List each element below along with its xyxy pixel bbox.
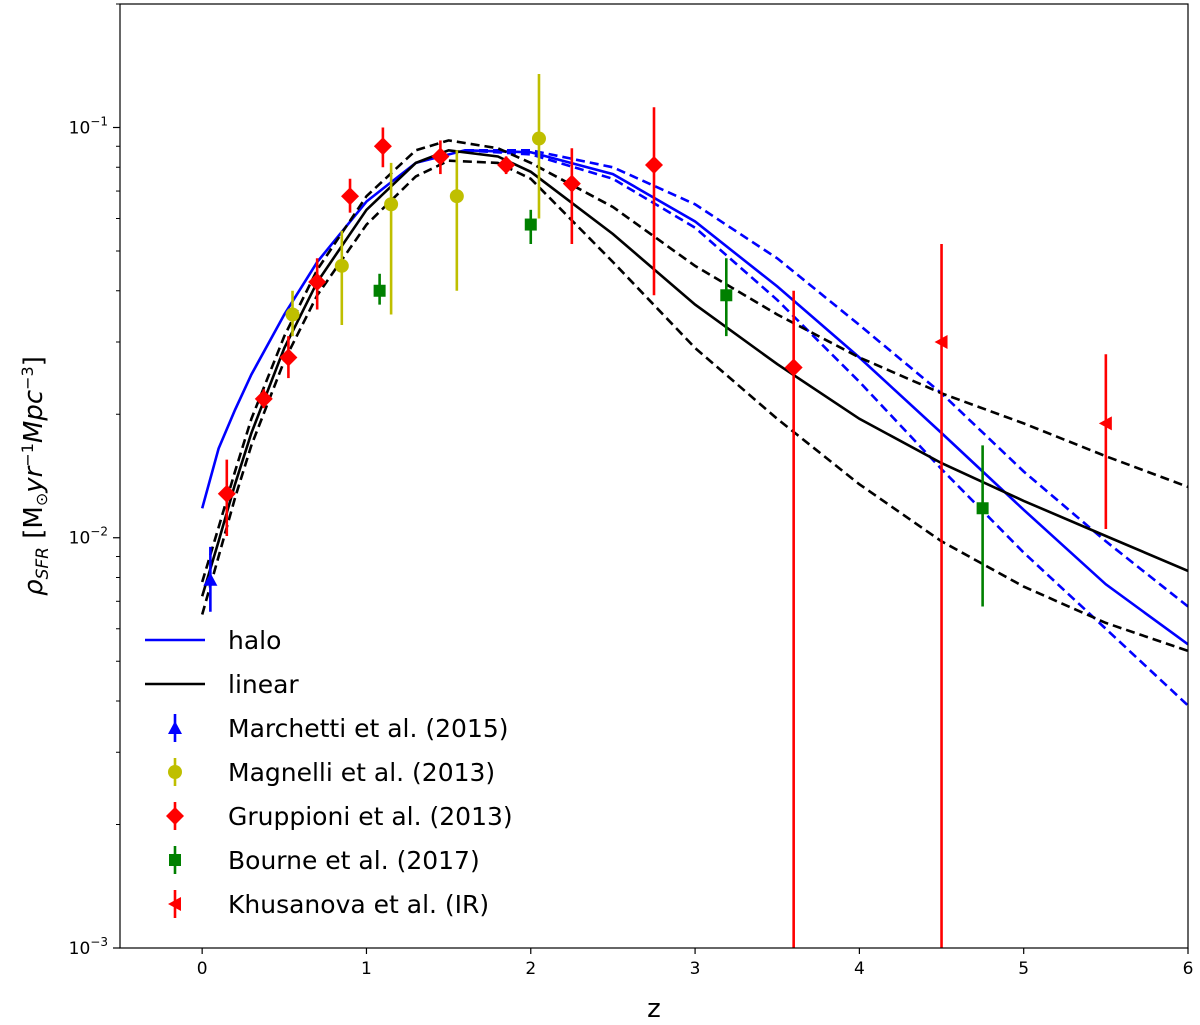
- x-tick-label: 5: [1018, 959, 1029, 979]
- data-point: [784, 358, 803, 377]
- svg-text:Gruppioni et al. (2013): Gruppioni et al. (2013): [228, 802, 513, 831]
- data-point: [341, 187, 360, 206]
- legend-marker: [169, 854, 181, 866]
- curve-halo-lower: [464, 149, 1188, 707]
- data-point: [934, 335, 948, 350]
- svg-text:Bourne et al. (2017): Bourne et al. (2017): [228, 846, 480, 875]
- x-tick-label: 1: [361, 959, 372, 979]
- axes: 0 1 2 3 4 5 6 10−3 10−2 10−1: [69, 3, 1194, 979]
- svg-text:Magnelli et al. (2013): Magnelli et al. (2013): [228, 758, 495, 787]
- legend-item-magnelli-et-al-2013: Magnelli et al. (2013): [168, 758, 495, 787]
- y-tick-label: 10−1: [69, 114, 108, 138]
- data-point: [334, 258, 349, 273]
- data-point: [217, 484, 236, 503]
- data-point: [645, 156, 663, 175]
- y-tick-label: 10−2: [69, 525, 108, 549]
- data-point: [254, 389, 273, 408]
- legend-marker: [166, 807, 184, 825]
- legend-item-halo: halo: [145, 626, 281, 655]
- data-point: [497, 156, 516, 175]
- data-point: [285, 307, 300, 322]
- y-tick-label: 10−3: [69, 935, 108, 959]
- data-points: [203, 74, 1112, 948]
- svg-text:Khusanova et al. (IR): Khusanova et al. (IR): [228, 890, 489, 919]
- data-point: [1098, 416, 1112, 431]
- data-point: [373, 137, 392, 156]
- x-tick-label: 0: [197, 959, 208, 979]
- series-marchetti-et-al-2015: [203, 546, 218, 612]
- data-point: [203, 572, 218, 586]
- svg-text:linear: linear: [228, 670, 299, 699]
- y-axis-label: ρSFR [M⊙yr−1Mpc−3]: [18, 356, 53, 596]
- series-khusanova-et-al-ir: [934, 244, 1112, 948]
- legend-item-bourne-et-al-2017: Bourne et al. (2017): [169, 846, 480, 875]
- svg-text:halo: halo: [228, 626, 281, 655]
- data-point: [279, 348, 298, 367]
- series-bourne-et-al-2017: [373, 209, 989, 607]
- data-point: [531, 131, 546, 146]
- x-tick-label: 6: [1183, 959, 1194, 979]
- plot-frame: [119, 3, 1189, 949]
- data-point: [373, 284, 386, 297]
- legend-item-gruppioni-et-al-2013: Gruppioni et al. (2013): [166, 802, 513, 831]
- data-point: [562, 174, 581, 193]
- legend-marker: [168, 721, 182, 734]
- data-point: [720, 289, 733, 302]
- legend-item-marchetti-et-al-2015: Marchetti et al. (2015): [168, 714, 509, 743]
- legend-marker: [168, 765, 182, 779]
- data-point: [384, 197, 399, 212]
- data-point: [308, 273, 327, 292]
- legend-marker: [168, 897, 181, 911]
- x-tick-label: 2: [525, 959, 536, 979]
- data-point: [431, 147, 450, 166]
- x-tick-label: 4: [854, 959, 865, 979]
- series-magnelli-et-al-2013: [285, 74, 546, 337]
- x-axis-label: z: [647, 994, 661, 1024]
- data-point: [976, 502, 989, 515]
- curve-halo-upper: [465, 149, 1188, 608]
- data-point: [449, 189, 464, 204]
- svg-text:Marchetti et al. (2015): Marchetti et al. (2015): [228, 714, 509, 743]
- series-gruppioni-et-al-2013: [217, 107, 803, 948]
- legend-item-linear: linear: [145, 670, 299, 699]
- legend: halo linear Marchetti et al. (2015) Magnell…: [145, 626, 513, 919]
- legend-item-khusanova-et-al-ir: Khusanova et al. (IR): [168, 890, 489, 919]
- x-tick-label: 3: [690, 959, 701, 979]
- svg-text:ρSFR [M⊙yr−1Mpc−3]: ρSFR [M⊙yr−1Mpc−3]: [18, 356, 53, 596]
- data-point: [524, 218, 537, 231]
